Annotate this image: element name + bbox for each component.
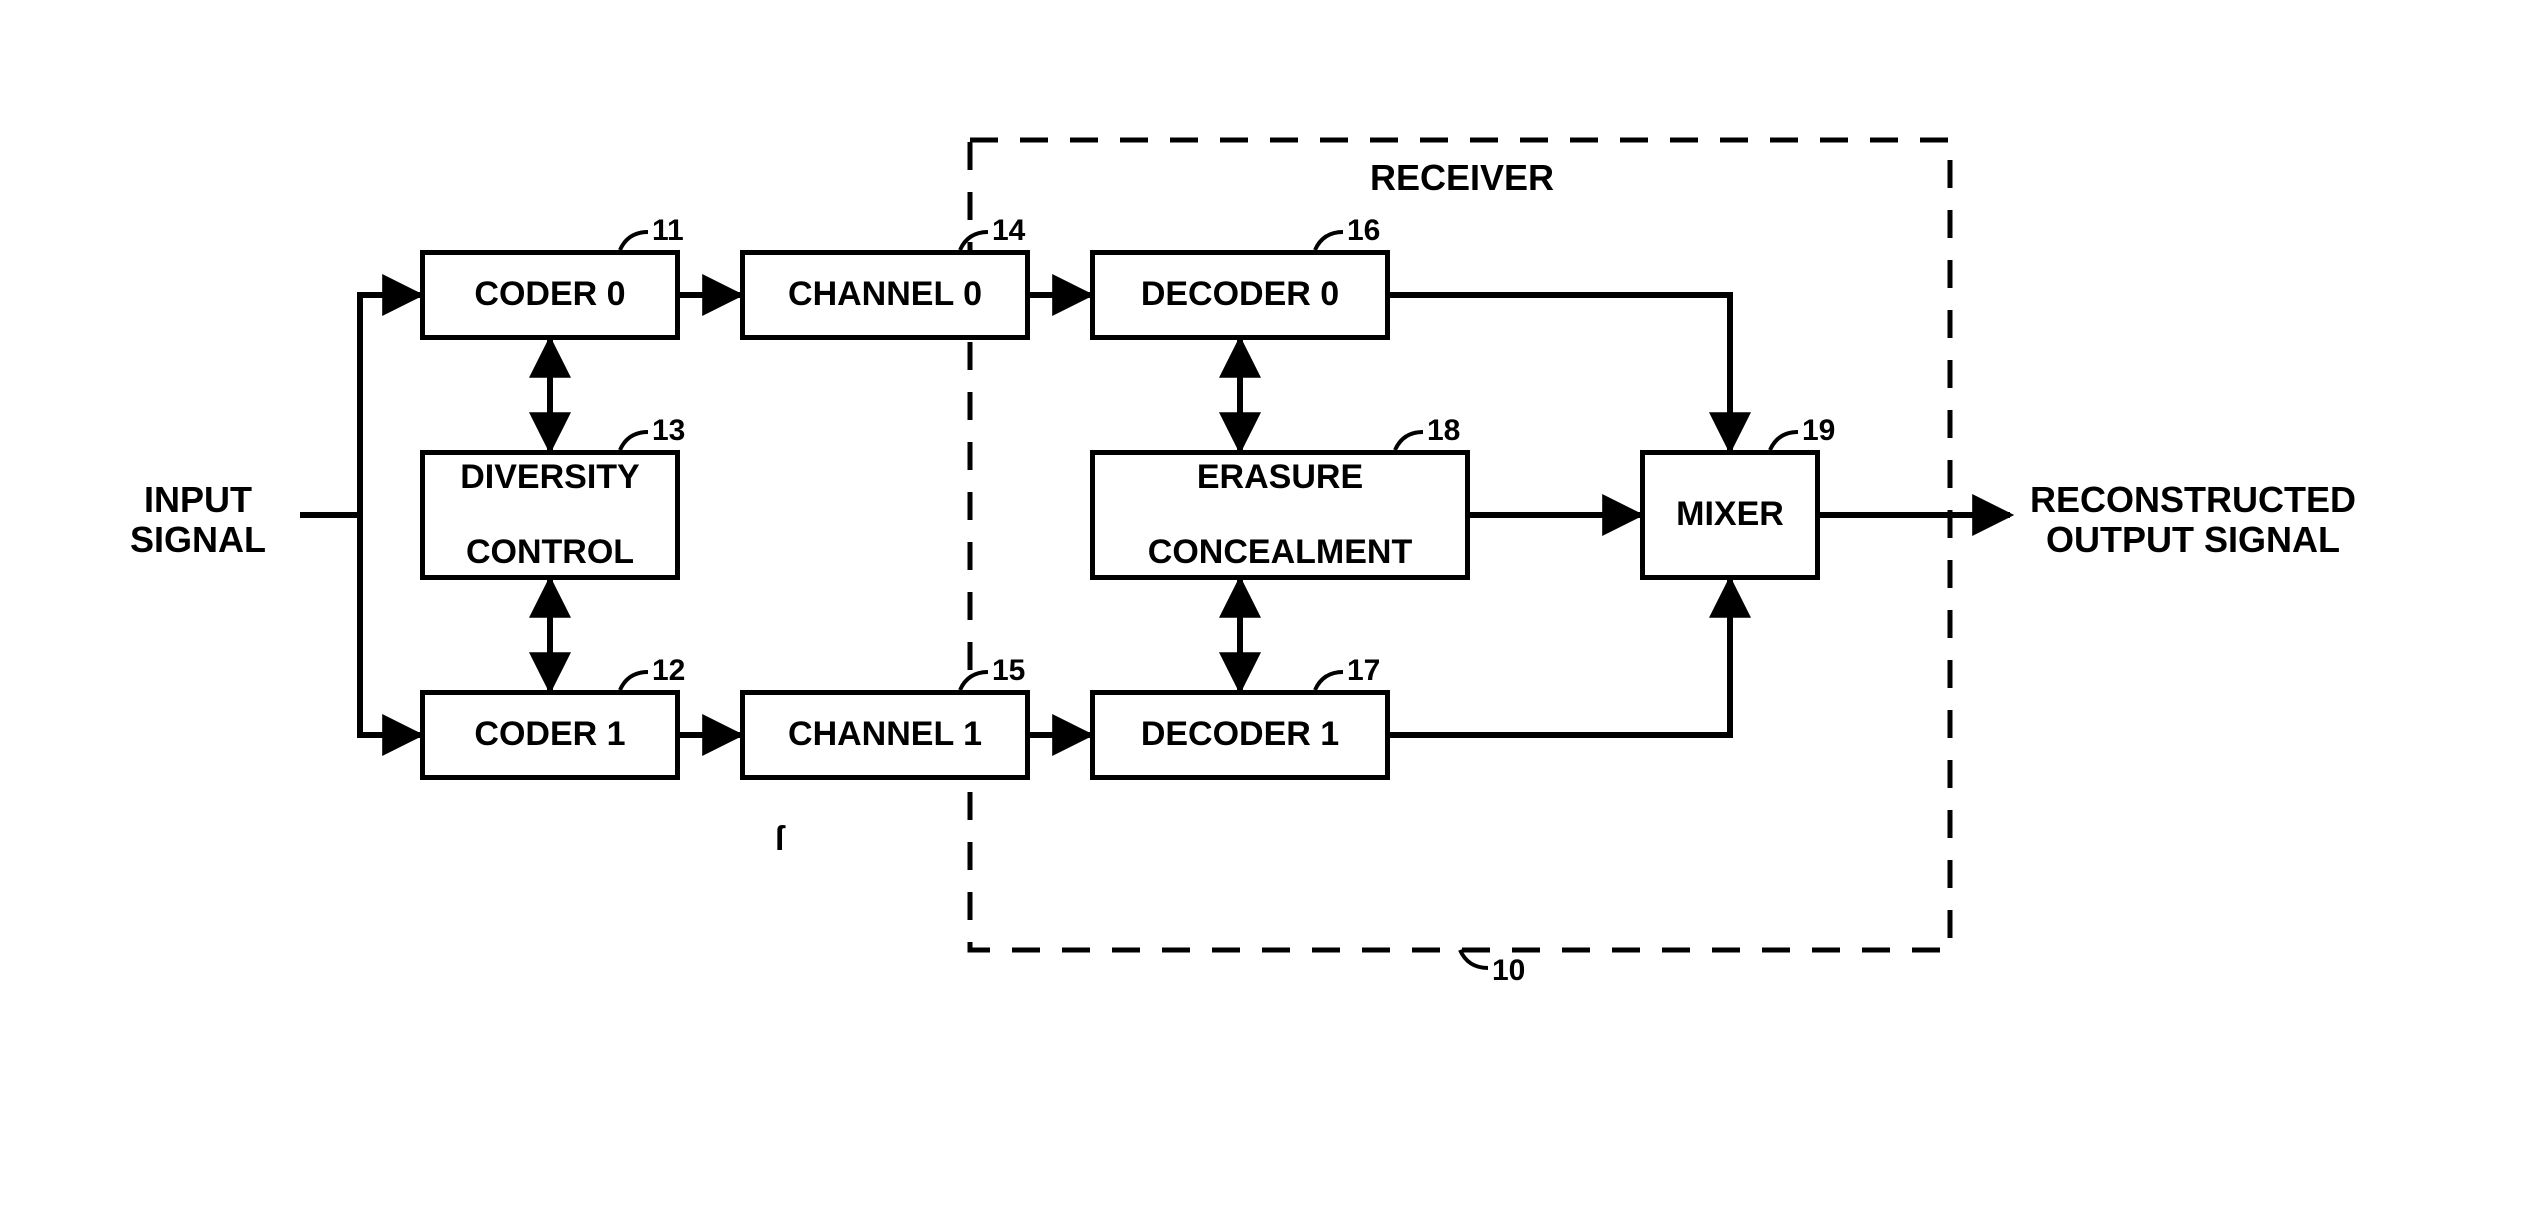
arrow-split-coder1 xyxy=(360,515,420,735)
coder-1-label: CODER 1 xyxy=(474,716,625,753)
ref-hook-13 xyxy=(620,432,648,450)
ref-14: 14 xyxy=(992,214,1025,248)
ref-10: 10 xyxy=(1492,954,1525,988)
divctrl-line2: CONTROL xyxy=(466,534,634,571)
coder-1-box: CODER 1 xyxy=(420,690,680,780)
ref-18: 18 xyxy=(1427,414,1460,448)
wiring-layer xyxy=(0,0,2546,1224)
ref-12: 12 xyxy=(652,654,685,688)
erasure-concealment-box: ERASURE CONCEALMENT xyxy=(1090,450,1470,580)
erasure-line1: ERASURE xyxy=(1197,459,1363,496)
coder-0-box: CODER 0 xyxy=(420,250,680,340)
input-line1: INPUT xyxy=(144,479,252,520)
receiver-label: RECEIVER xyxy=(1370,158,1554,198)
decoder-0-label: DECODER 0 xyxy=(1141,276,1339,313)
diversity-control-box: DIVERSITY CONTROL xyxy=(420,450,680,580)
ref-hook-10 xyxy=(1460,950,1488,968)
mixer-box: MIXER xyxy=(1640,450,1820,580)
mixer-label: MIXER xyxy=(1676,496,1784,533)
output-signal-label: RECONSTRUCTED OUTPUT SIGNAL xyxy=(2030,480,2356,559)
arrow-split-coder0 xyxy=(360,295,420,515)
ref-hook-18 xyxy=(1395,432,1423,450)
channel-0-box: CHANNEL 0 xyxy=(740,250,1030,340)
input-signal-label: INPUT SIGNAL xyxy=(130,480,266,559)
ref-hook-15 xyxy=(960,672,988,690)
output-line1: RECONSTRUCTED xyxy=(2030,479,2356,520)
decoder-1-label: DECODER 1 xyxy=(1141,716,1339,753)
decoder-0-box: DECODER 0 xyxy=(1090,250,1390,340)
ref-hook-12 xyxy=(620,672,648,690)
channel-0-label: CHANNEL 0 xyxy=(788,276,982,313)
ref-hook-16 xyxy=(1315,232,1343,250)
ref-hook-14 xyxy=(960,232,988,250)
ref-hook-11 xyxy=(620,232,648,250)
ref-15: 15 xyxy=(992,654,1025,688)
divctrl-line1: DIVERSITY xyxy=(460,459,639,496)
stray-glyph: ſ xyxy=(775,820,784,859)
decoder-1-box: DECODER 1 xyxy=(1090,690,1390,780)
input-line2: SIGNAL xyxy=(130,519,266,560)
ref-13: 13 xyxy=(652,414,685,448)
ref-11: 11 xyxy=(652,214,684,248)
diagram-canvas: RECEIVER INPUT SIGNAL RECONSTRUCTED OUTP… xyxy=(0,0,2546,1224)
channel-1-box: CHANNEL 1 xyxy=(740,690,1030,780)
ref-hook-17 xyxy=(1315,672,1343,690)
output-line2: OUTPUT SIGNAL xyxy=(2046,519,2340,560)
channel-1-label: CHANNEL 1 xyxy=(788,716,982,753)
coder-0-label: CODER 0 xyxy=(474,276,625,313)
ref-16: 16 xyxy=(1347,214,1380,248)
ref-hook-19 xyxy=(1770,432,1798,450)
arrow-decoder1-mixer xyxy=(1390,580,1730,735)
erasure-line2: CONCEALMENT xyxy=(1148,534,1412,571)
ref-17: 17 xyxy=(1347,654,1380,688)
ref-19: 19 xyxy=(1802,414,1835,448)
